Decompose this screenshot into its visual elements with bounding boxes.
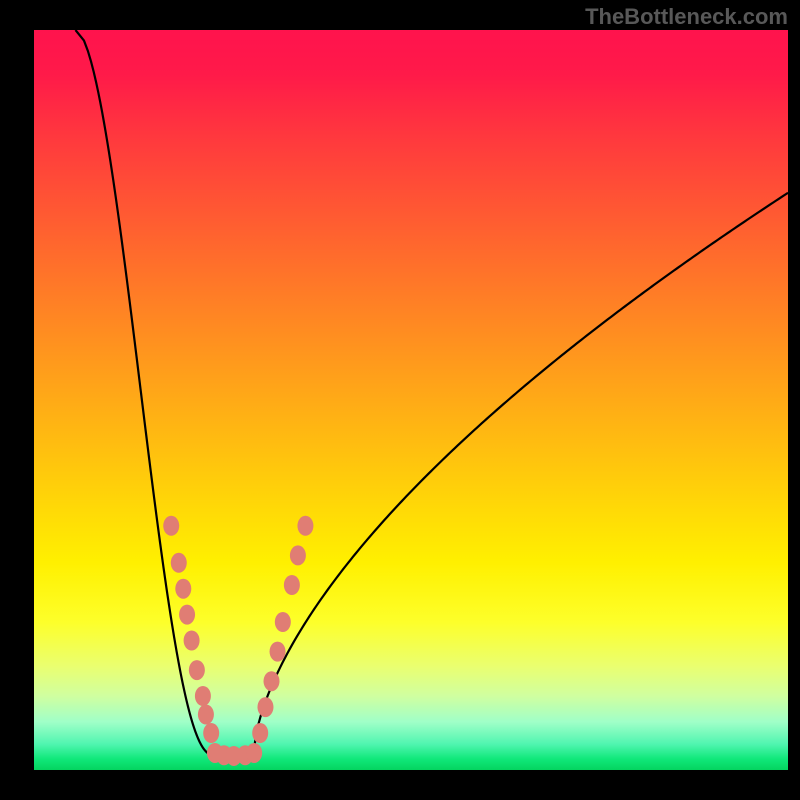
marker-right xyxy=(252,723,268,743)
marker-left xyxy=(189,660,205,680)
marker-left xyxy=(179,605,195,625)
plot-background xyxy=(34,30,788,770)
marker-right xyxy=(290,545,306,565)
marker-left xyxy=(163,516,179,536)
marker-right xyxy=(257,697,273,717)
marker-bottom xyxy=(246,743,262,763)
marker-left xyxy=(171,553,187,573)
marker-left xyxy=(195,686,211,706)
marker-right xyxy=(275,612,291,632)
watermark-text: TheBottleneck.com xyxy=(585,4,788,30)
marker-right xyxy=(284,575,300,595)
marker-left xyxy=(175,579,191,599)
chart-svg xyxy=(0,0,800,800)
marker-left xyxy=(198,705,214,725)
chart-container: TheBottleneck.com xyxy=(0,0,800,800)
marker-left xyxy=(184,631,200,651)
marker-left xyxy=(203,723,219,743)
marker-right xyxy=(270,642,286,662)
marker-right xyxy=(264,671,280,691)
marker-right xyxy=(297,516,313,536)
